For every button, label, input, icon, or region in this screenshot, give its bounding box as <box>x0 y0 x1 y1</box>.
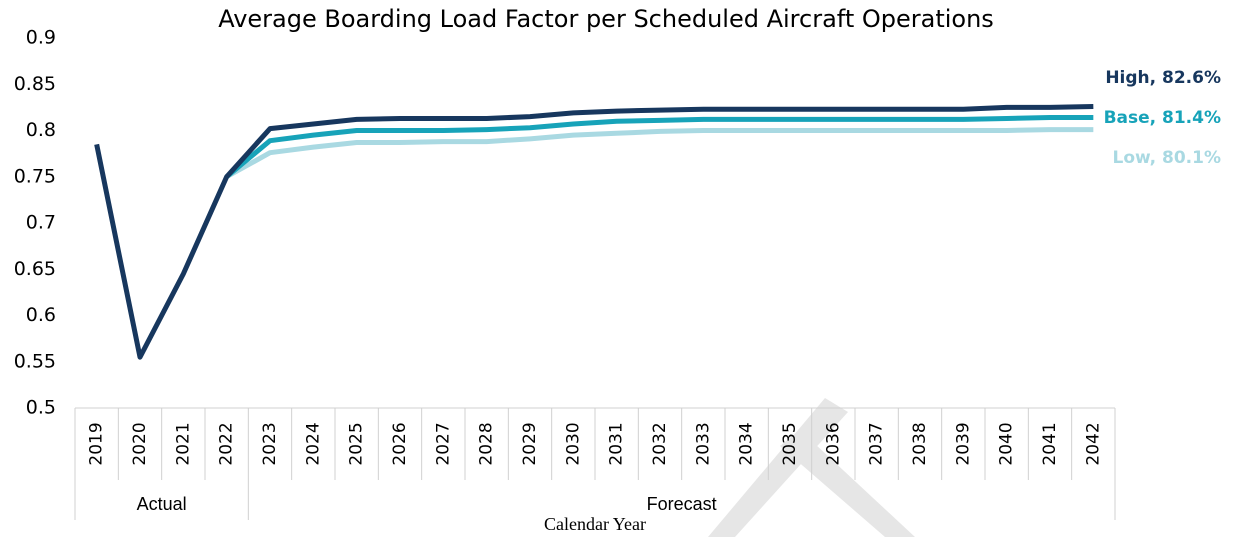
x-tick-label: 2025 <box>347 422 367 465</box>
y-tick-label: 0.55 <box>14 350 56 372</box>
x-axis-label: Calendar Year <box>544 514 646 534</box>
series-end-label: Low, 80.1% <box>1113 148 1221 168</box>
chart-title: Average Boarding Load Factor per Schedul… <box>218 5 994 33</box>
x-tick-label: 2041 <box>1040 422 1060 465</box>
y-tick-label: 0.75 <box>14 165 56 187</box>
x-tick-label: 2029 <box>520 422 540 465</box>
watermark-stroke <box>780 430 915 537</box>
x-tick-label: 2039 <box>953 422 973 465</box>
series-line <box>94 103 1094 360</box>
x-tick-label: 2040 <box>997 422 1017 465</box>
y-tick-label: 0.5 <box>26 397 56 419</box>
y-tick-label: 0.85 <box>14 73 56 95</box>
watermark-stroke <box>708 398 848 537</box>
x-tick-label: 2033 <box>693 422 713 465</box>
x-tick-label: 2028 <box>477 422 497 465</box>
x-tick-label: 2030 <box>563 422 583 465</box>
y-tick-label: 0.6 <box>26 304 56 326</box>
x-tick-label: 2021 <box>173 422 193 465</box>
x-tick-label: 2027 <box>433 422 453 465</box>
x-tick-label: 2026 <box>390 422 410 465</box>
y-tick-label: 0.9 <box>26 27 56 49</box>
x-tick-label: 2032 <box>650 422 670 465</box>
x-tick-label: 2034 <box>737 422 757 465</box>
series-line <box>225 127 1094 179</box>
x-tick-label: 2036 <box>823 422 843 465</box>
x-tick-label: 2024 <box>303 422 323 465</box>
series-end-label: High, 82.6% <box>1105 68 1221 88</box>
x-tick-label: 2023 <box>260 422 280 465</box>
x-tick-label: 2020 <box>130 422 150 465</box>
x-tick-label: 2019 <box>87 422 107 465</box>
group-label: Forecast <box>647 494 717 514</box>
x-tick-label: 2037 <box>867 422 887 465</box>
watermark <box>708 398 915 537</box>
y-tick-label: 0.8 <box>26 119 56 141</box>
y-tick-label: 0.7 <box>26 212 56 234</box>
x-tick-label: 2022 <box>217 422 237 465</box>
x-tick-label: 2042 <box>1083 422 1103 465</box>
x-tick-label: 2038 <box>910 422 930 465</box>
x-tick-label: 2035 <box>780 422 800 465</box>
group-label: Actual <box>137 494 187 514</box>
series-end-label: Base, 81.4% <box>1104 108 1221 128</box>
series-line <box>225 115 1094 179</box>
y-tick-label: 0.65 <box>14 258 56 280</box>
x-tick-label: 2031 <box>607 422 627 465</box>
